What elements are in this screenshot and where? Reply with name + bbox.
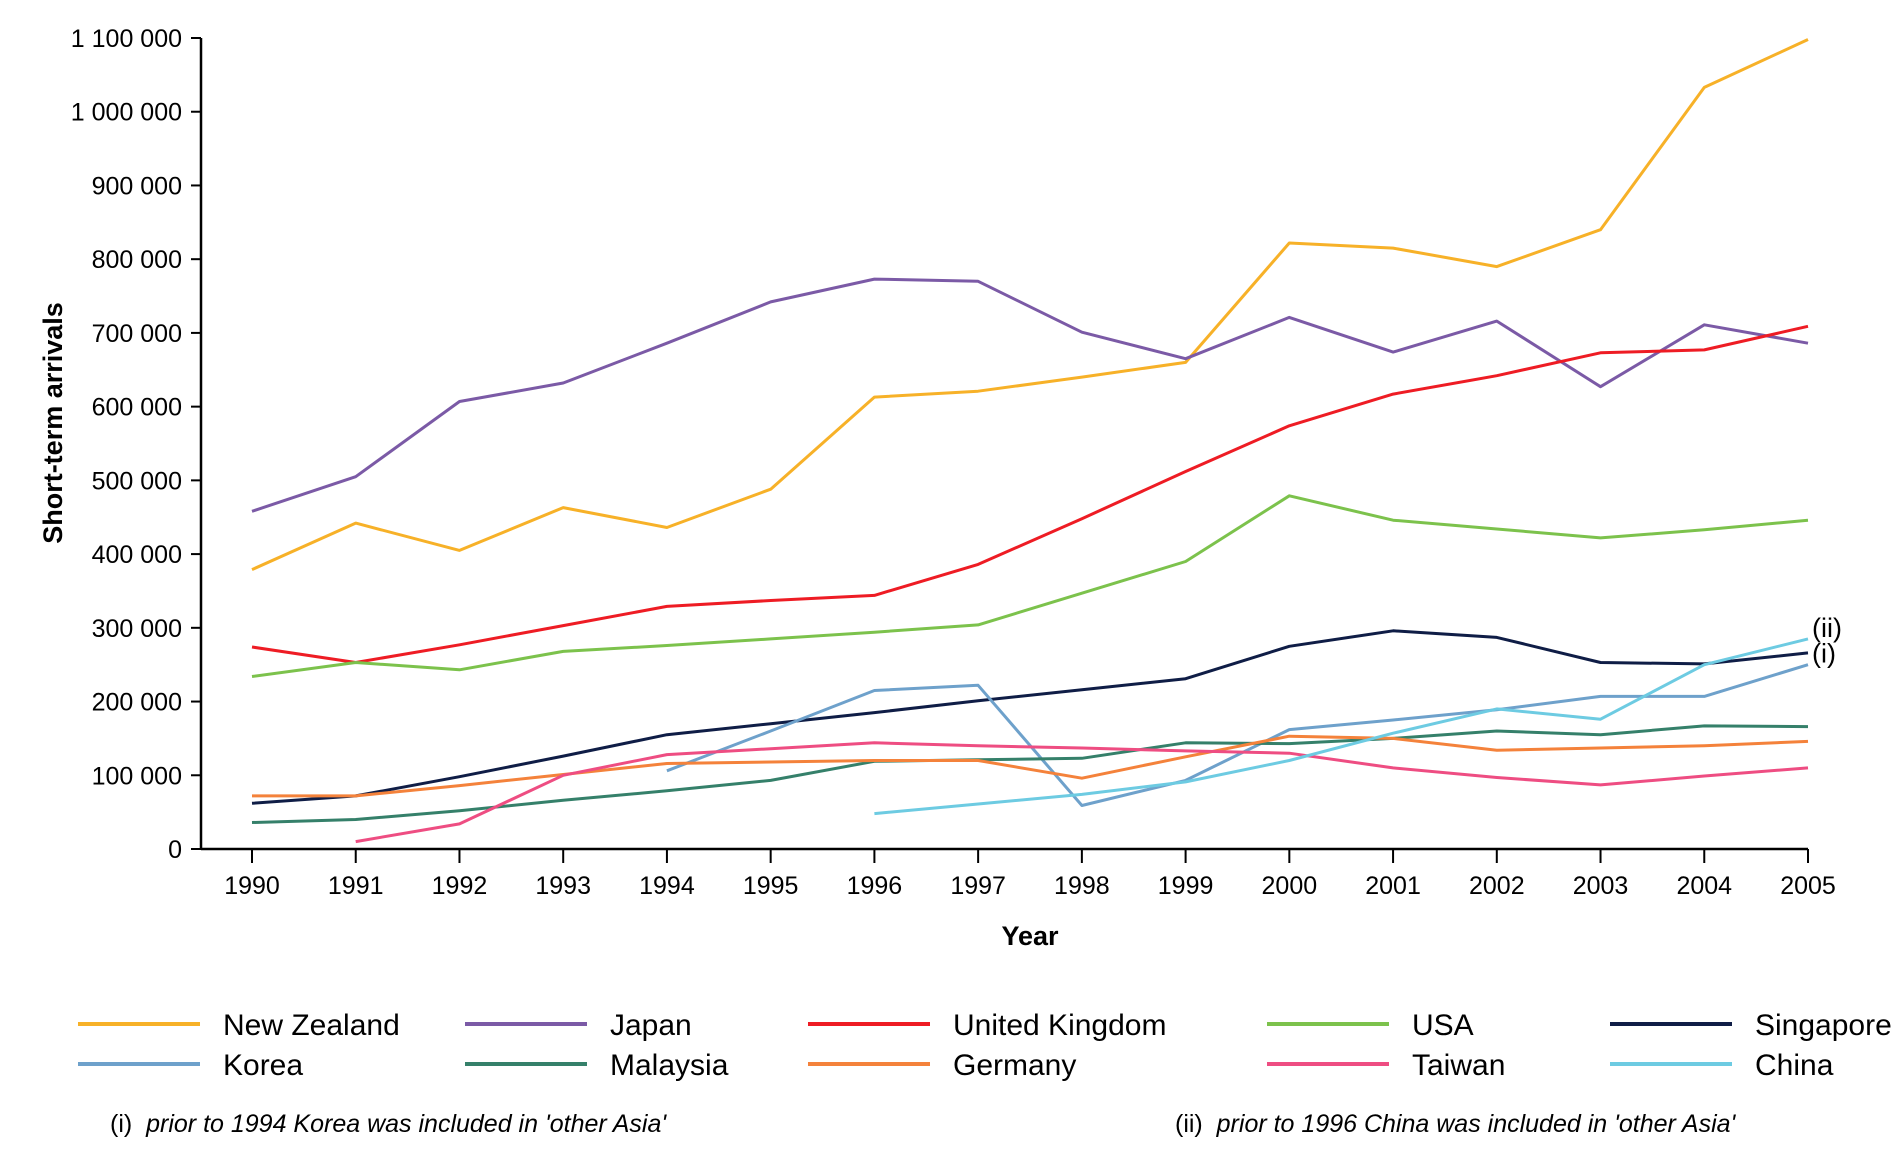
- y-tick-label: 700 000: [92, 320, 182, 348]
- annotation-china: (ii): [1812, 613, 1842, 643]
- x-tick-label: 2002: [1469, 872, 1525, 900]
- note-korea: (i) prior to 1994 Korea was included in …: [110, 1110, 667, 1138]
- y-axis-title: Short-term arrivals: [38, 302, 68, 544]
- note-china: (ii) prior to 1996 China was included in…: [1175, 1110, 1737, 1138]
- series-line-united-kingdom: [251, 324, 1809, 664]
- x-tick-label: 2005: [1780, 872, 1836, 900]
- series-line-germany: [252, 734, 1809, 798]
- y-tick-label: 300 000: [92, 615, 182, 643]
- series-line-china: [874, 637, 1809, 816]
- axes-layer: 0 100 000 200 000 300 000 400 000 500 000 600 …: [71, 25, 1836, 900]
- x-tick-label: 1999: [1158, 872, 1214, 900]
- x-tick-label: 1990: [224, 872, 280, 900]
- series-line-japan: [251, 277, 1809, 513]
- legend-label-germany: Germany: [953, 1049, 1076, 1082]
- y-tick-label: 0: [168, 836, 182, 864]
- series-line-korea: [666, 663, 1809, 807]
- x-tick-label: 2001: [1365, 872, 1421, 900]
- y-tick-label: 400 000: [92, 541, 182, 569]
- y-tick-label: 500 000: [92, 467, 182, 495]
- legend-label-new-zealand: New Zealand: [223, 1009, 400, 1042]
- legend-label-korea: Korea: [223, 1049, 303, 1082]
- legend-label-japan: Japan: [610, 1009, 692, 1042]
- y-tick-label: 900 000: [92, 172, 182, 200]
- x-tick-label: 2003: [1573, 872, 1629, 900]
- legend-label-china: China: [1755, 1049, 1834, 1082]
- x-tick-label: 1996: [847, 872, 903, 900]
- series-line-usa: [251, 494, 1809, 678]
- x-tick-label: 1993: [535, 872, 591, 900]
- series-layer: [251, 38, 1809, 844]
- x-tick-label: 2000: [1262, 872, 1318, 900]
- annotation-korea: (i): [1812, 639, 1836, 669]
- x-tick-label: 2004: [1676, 872, 1732, 900]
- series-line-singapore: [251, 629, 1809, 805]
- series-line-malaysia: [251, 724, 1809, 824]
- legend-label-united-kingdom: United Kingdom: [953, 1009, 1166, 1042]
- legend-label-taiwan: Taiwan: [1412, 1049, 1505, 1082]
- y-tick-label: 800 000: [92, 246, 182, 274]
- annotation-layer: (ii)(i): [1812, 613, 1842, 669]
- series-line-taiwan: [355, 741, 1809, 844]
- y-tick-label: 1 100 000: [71, 25, 182, 53]
- x-tick-label: 1995: [743, 872, 799, 900]
- y-tick-label: 1 000 000: [71, 99, 182, 127]
- series-line-new-zealand: [251, 38, 1809, 571]
- legend: New Zealand Japan United Kingdom USA Singapo…: [78, 1009, 1892, 1082]
- x-tick-label: 1997: [950, 872, 1006, 900]
- legend-label-singapore: Singapore: [1755, 1009, 1892, 1042]
- y-tick-label: 600 000: [92, 394, 182, 422]
- x-tick-label: 1992: [432, 872, 488, 900]
- legend-label-usa: USA: [1412, 1009, 1474, 1042]
- x-axis-title: Year: [1001, 921, 1059, 951]
- x-tick-label: 1991: [328, 872, 384, 900]
- x-tick-label: 1998: [1054, 872, 1110, 900]
- legend-label-malaysia: Malaysia: [610, 1049, 729, 1082]
- y-tick-label: 200 000: [92, 689, 182, 717]
- y-tick-label: 100 000: [92, 762, 182, 790]
- x-tick-label: 1994: [639, 872, 695, 900]
